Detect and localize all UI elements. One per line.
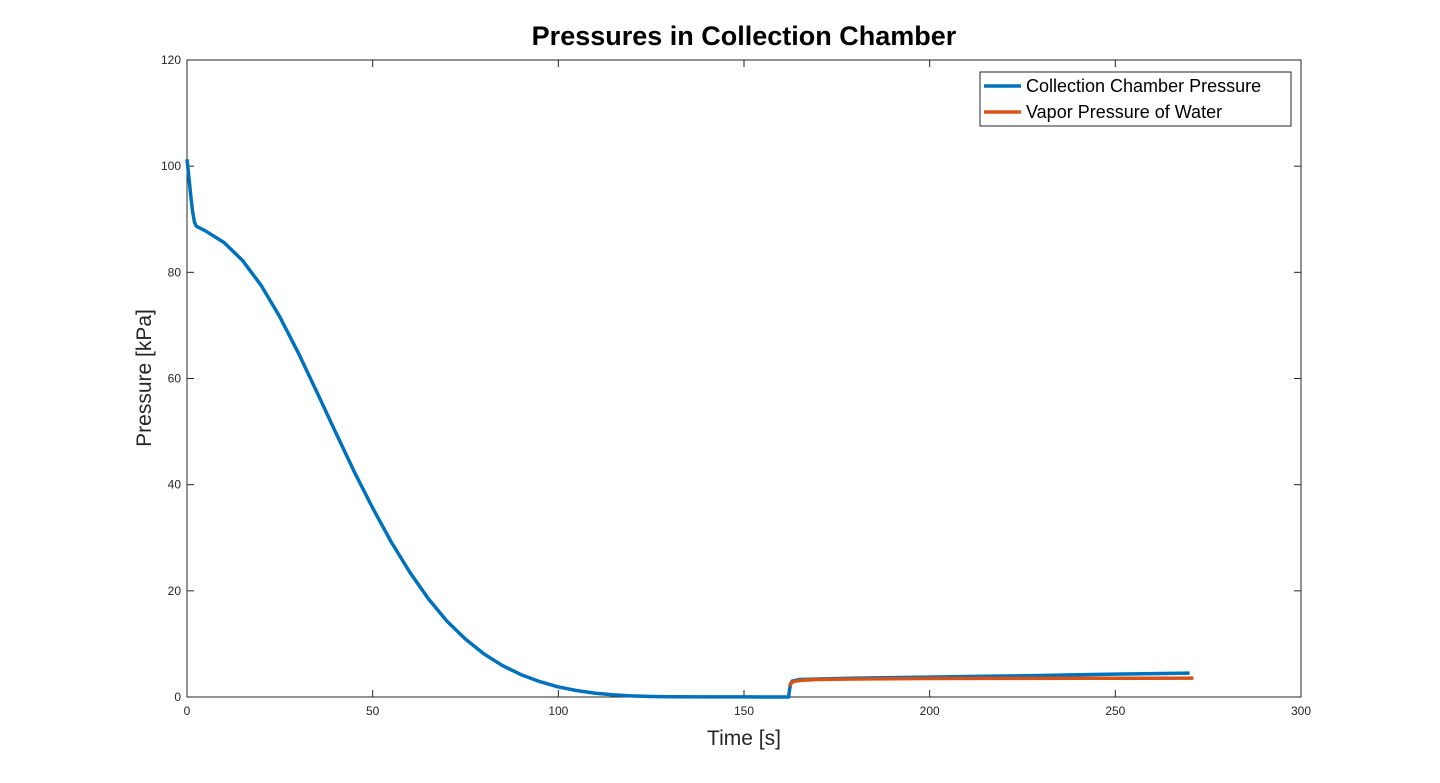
y-axis-label: Pressure [kPa] — [133, 309, 156, 447]
x-tick-label: 200 — [920, 704, 940, 718]
x-axis: 0 50 100 150 200 250 300 — [184, 60, 1311, 718]
legend: Collection Chamber Pressure Vapor Pressur… — [979, 71, 1292, 127]
y-tick-label: 60 — [168, 372, 182, 386]
legend-label: Collection Chamber Pressure — [1026, 76, 1261, 96]
axes-box — [186, 59, 1302, 698]
y-tick-label: 20 — [168, 584, 182, 598]
y-tick-label: 120 — [161, 53, 181, 67]
chart-title: Pressures in Collection Chamber — [532, 21, 957, 51]
y-tick-label: 80 — [168, 265, 182, 279]
series-line-2 — [788, 676, 1194, 687]
x-tick-label: 100 — [548, 704, 568, 718]
x-axis-label: Time [s] — [707, 727, 781, 750]
plot-area — [186, 59, 1302, 698]
legend-box — [979, 71, 1292, 127]
y-tick-label: 40 — [168, 478, 182, 492]
legend-label: Vapor Pressure of Water — [1026, 102, 1222, 122]
x-tick-label: 300 — [1291, 704, 1311, 718]
x-tick-label: 0 — [184, 704, 191, 718]
x-tick-label: 50 — [366, 704, 380, 718]
y-axis: 0 20 40 60 80 100 120 — [161, 53, 1301, 704]
y-tick-label: 0 — [174, 690, 181, 704]
x-tick-label: 150 — [734, 704, 754, 718]
y-tick-label: 100 — [161, 159, 181, 173]
series-layer — [185, 159, 1194, 699]
x-tick-label: 250 — [1105, 704, 1125, 718]
